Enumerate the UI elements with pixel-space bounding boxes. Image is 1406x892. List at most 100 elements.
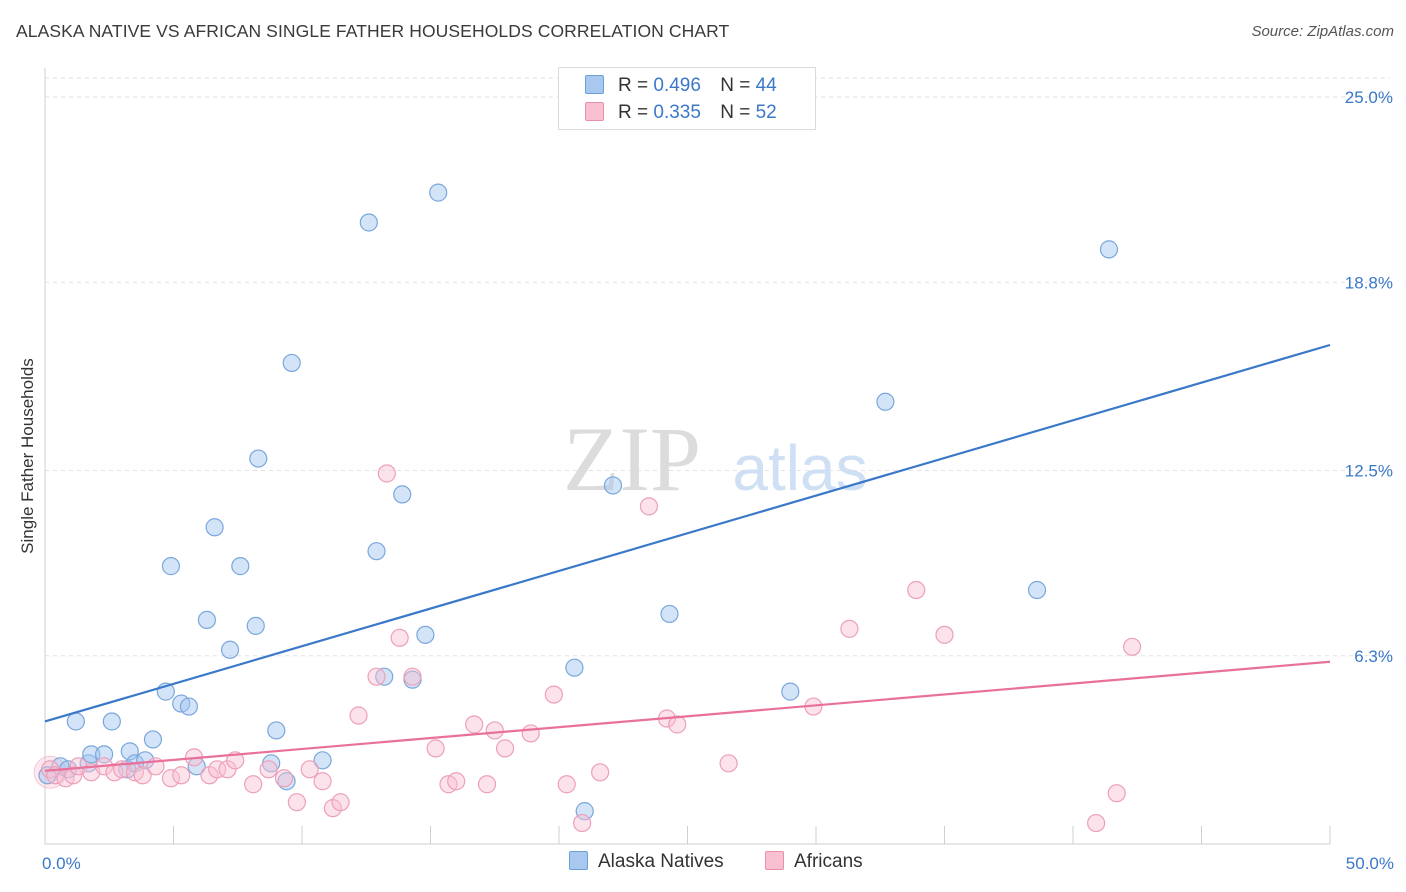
- african-point: [1107, 784, 1126, 803]
- african-point: [668, 715, 687, 734]
- african-point: [274, 769, 294, 788]
- african-point: [300, 760, 319, 779]
- legend-r-value: 0.335: [653, 102, 701, 123]
- bottom-legend-alaska: Alaska Natives: [569, 851, 724, 877]
- legend-n-value: 52: [755, 102, 777, 123]
- alaska-native-point: [161, 557, 181, 576]
- alaska-native-point: [205, 518, 224, 537]
- x-tick-label: 0.0%: [42, 854, 81, 873]
- bottom-legend-label-africans: Africans: [794, 851, 863, 872]
- alaska-native-point: [393, 485, 412, 504]
- african-point: [495, 739, 515, 758]
- legend-row-africans: R = 0.335 N = 52: [585, 102, 777, 126]
- alaska-native-point: [231, 557, 250, 576]
- alaska-native-point: [143, 730, 163, 749]
- alaska-native-point: [565, 658, 584, 677]
- watermark-atlas: atlas: [732, 432, 867, 504]
- legend-swatch-africans: [585, 102, 604, 121]
- legend-swatch-alaska: [585, 75, 604, 94]
- y-tick-label: 12.5%: [1345, 462, 1393, 481]
- legend-n-label: N =: [720, 102, 751, 123]
- legend-r-label: R =: [618, 102, 649, 123]
- alaska-native-point: [277, 772, 296, 791]
- alaska-native-point: [781, 682, 800, 701]
- african-point: [485, 721, 504, 740]
- alaska-native-point: [102, 712, 121, 731]
- alaska-native-point: [220, 640, 240, 659]
- alaska-native-point: [120, 742, 139, 761]
- alaska-native-trendline: [44, 343, 1331, 723]
- alaska-native-point: [575, 802, 594, 821]
- watermark: ZIP atlas: [563, 408, 868, 510]
- african-point: [639, 497, 659, 516]
- african-point: [208, 760, 227, 779]
- alaska-native-point: [416, 625, 435, 644]
- african-point: [313, 772, 332, 791]
- y-tick-label: 25.0%: [1345, 88, 1393, 107]
- alaska-native-point: [246, 616, 265, 635]
- african-point: [349, 706, 368, 725]
- african-point: [907, 580, 926, 600]
- bottom-legend-africans: Africans: [765, 851, 863, 877]
- alaska-native-point: [136, 751, 155, 770]
- african-point: [172, 766, 191, 785]
- african-point: [557, 775, 576, 794]
- african-point: [1087, 813, 1106, 833]
- legend-n-label: N =: [720, 75, 751, 96]
- alaska-native-point: [313, 751, 332, 770]
- alaska-native-point: [179, 697, 199, 716]
- african-point: [935, 625, 954, 644]
- legend-r-label: R =: [618, 75, 649, 96]
- alaska-native-point: [876, 392, 895, 411]
- african-point: [840, 619, 859, 638]
- correlation-legend: R = 0.496 N = 44 R = 0.335 N = 52: [558, 67, 816, 130]
- african-point: [390, 628, 409, 647]
- bottom-legend-swatch-africans: [765, 851, 784, 870]
- african-point: [133, 766, 152, 785]
- alaska-native-point: [359, 213, 378, 232]
- legend-n-value: 44: [755, 75, 777, 96]
- tick-labels: 6.3% 12.5% 18.8% 25.0% 0.0% 50.0%: [42, 88, 1394, 873]
- african-point: [521, 724, 540, 743]
- african-point: [477, 775, 497, 794]
- african-point: [719, 754, 738, 773]
- african-point: [544, 685, 563, 704]
- legend-row-alaska: R = 0.496 N = 44: [585, 75, 777, 99]
- african-point: [244, 775, 263, 794]
- alaska-native-point: [267, 721, 286, 740]
- y-tick-label: 18.8%: [1345, 273, 1393, 292]
- african-point: [447, 772, 466, 791]
- alaska-native-point: [197, 610, 217, 630]
- alaska-native-point: [429, 183, 448, 202]
- bottom-legend-label-alaska: Alaska Natives: [598, 851, 724, 872]
- alaska-native-point: [367, 542, 386, 561]
- african-trendline: [44, 660, 1331, 772]
- legend-r-value: 0.496: [653, 75, 701, 96]
- african-point: [377, 464, 396, 483]
- trend-lines: [44, 343, 1331, 772]
- alaska-native-point: [375, 667, 394, 686]
- alaska-native-point: [660, 604, 679, 624]
- african-point: [591, 763, 610, 782]
- axes: [44, 68, 1331, 845]
- chart-title: ALASKA NATIVE VS AFRICAN SINGLE FATHER H…: [16, 21, 730, 41]
- source-label: Source: ZipAtlas.com: [1251, 23, 1394, 40]
- african-point: [367, 667, 386, 686]
- alaska-native-point: [82, 745, 101, 764]
- alaska-native-point: [66, 712, 85, 731]
- y-axis-label: Single Father Households: [18, 358, 37, 554]
- african-point: [426, 739, 445, 758]
- x-tick-label: 50.0%: [1346, 854, 1394, 873]
- alaska-native-point: [249, 449, 268, 468]
- african-point: [161, 769, 181, 788]
- alaska-native-point: [603, 476, 623, 495]
- watermark-zip: ZIP: [563, 408, 701, 510]
- african-point: [573, 813, 592, 833]
- african-point: [1123, 637, 1142, 656]
- bottom-legend-swatch-alaska: [569, 851, 588, 870]
- african-point: [287, 793, 306, 812]
- african-point: [331, 793, 350, 812]
- african-point: [259, 760, 278, 779]
- african-point: [64, 766, 83, 785]
